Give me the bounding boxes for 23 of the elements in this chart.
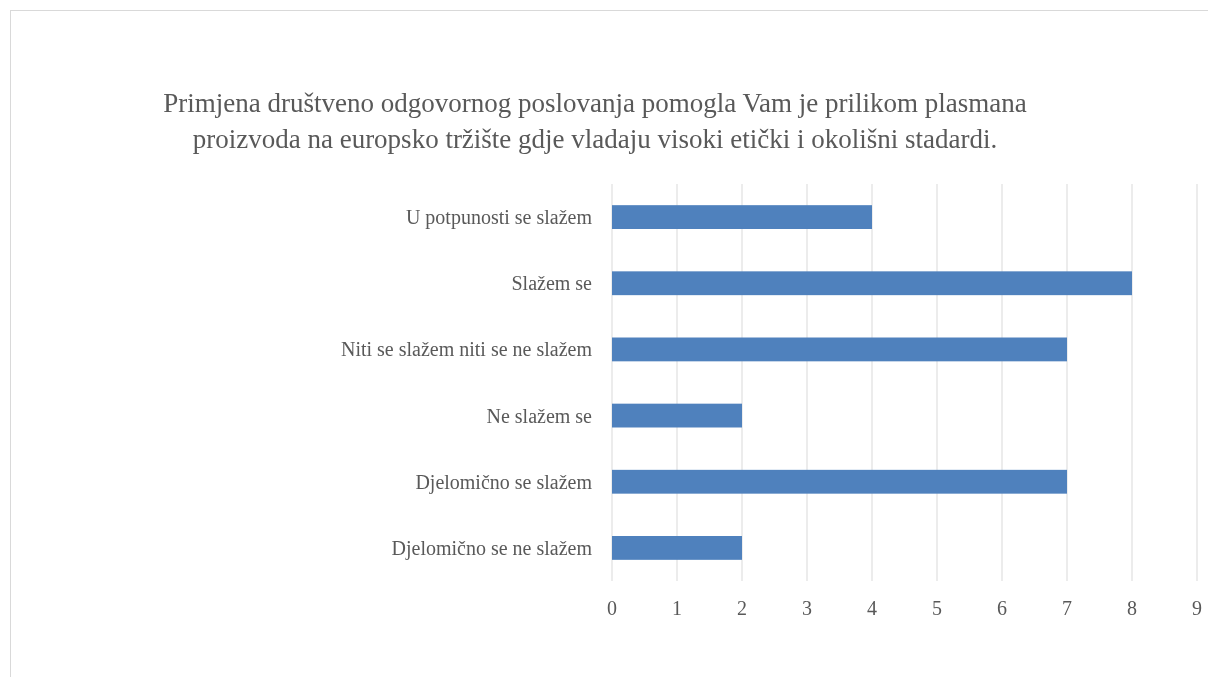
bar [612, 403, 742, 428]
y-tick-label: Ne slažem se [486, 404, 593, 427]
x-tick-label: 2 [737, 597, 747, 619]
x-tick-label: 5 [932, 597, 942, 619]
x-tick-label: 0 [607, 597, 617, 619]
y-tick-label: U potpunosti se slažem [405, 206, 593, 230]
bar [612, 337, 1067, 362]
y-tick-label: Djelomično se ne slažem [391, 536, 593, 560]
x-tick-label: 3 [802, 597, 812, 619]
y-tick-label: Djelomično se slažem [415, 470, 593, 494]
y-tick-label: Niti se slažem niti se ne slažem [340, 338, 593, 361]
bar [612, 271, 1132, 296]
x-tick-label: 7 [1062, 597, 1072, 619]
x-tick-label: 6 [997, 597, 1007, 619]
x-tick-label: 4 [867, 597, 877, 619]
bar [612, 469, 1067, 494]
chart-title: Primjena društveno odgovornog poslovanja pomogla Vam je prilikom plasmana proizvoda na europsko tržište gdje vladaju visoki etički i okolišni stadardi. [163, 88, 1027, 154]
bar [612, 205, 872, 229]
y-tick-label: Slažem se [511, 272, 593, 295]
x-tick-label: 9 [1192, 597, 1202, 619]
x-tick-label: 1 [672, 597, 682, 619]
x-tick-label: 8 [1127, 597, 1137, 619]
bar [612, 536, 742, 560]
